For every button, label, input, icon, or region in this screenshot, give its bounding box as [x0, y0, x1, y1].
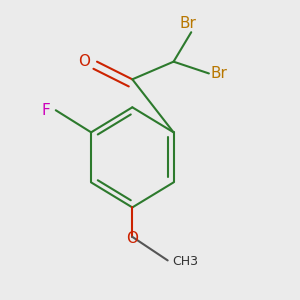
- Text: O: O: [126, 231, 138, 246]
- Text: O: O: [78, 54, 90, 69]
- Text: CH3: CH3: [172, 255, 198, 268]
- Text: F: F: [41, 103, 50, 118]
- Text: Br: Br: [180, 16, 197, 31]
- Text: Br: Br: [210, 66, 227, 81]
